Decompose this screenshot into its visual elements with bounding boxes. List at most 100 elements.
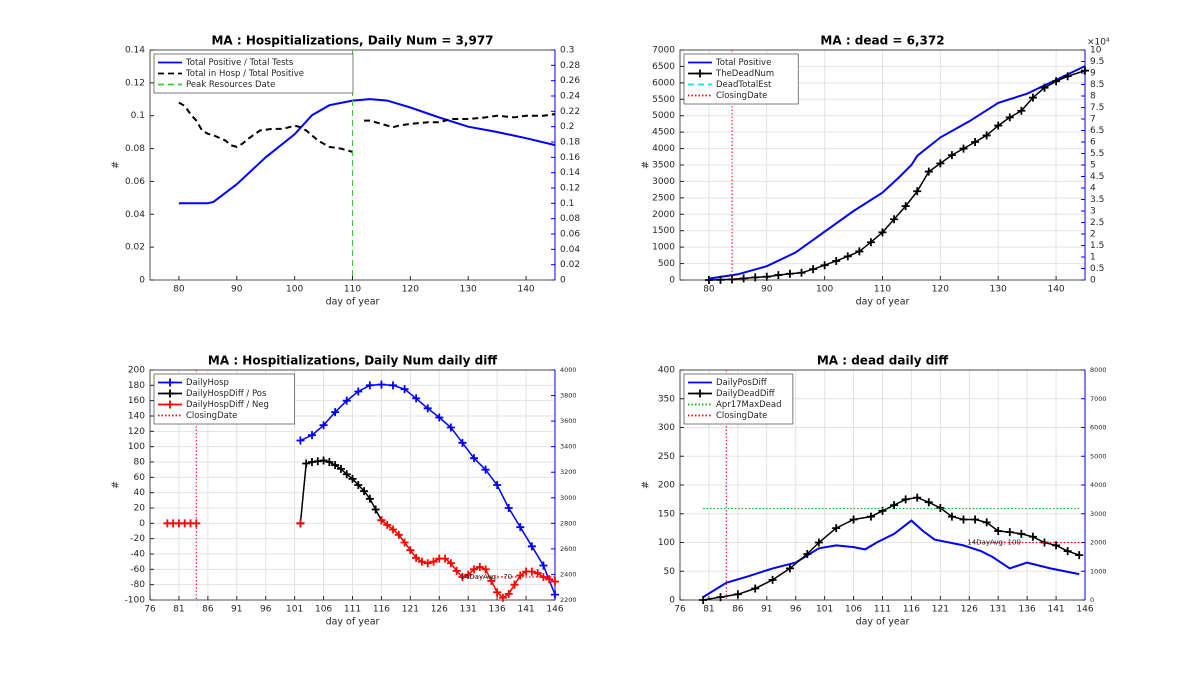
x-tick-label: 110 xyxy=(344,285,361,295)
marker xyxy=(336,464,345,473)
y-tick-label: 40 xyxy=(134,488,146,498)
marker xyxy=(470,565,478,574)
chart-title: MA : Hospitializations, Daily Num daily … xyxy=(208,354,497,368)
y-axis-label: # xyxy=(111,161,122,169)
marker xyxy=(971,515,980,524)
marker xyxy=(924,498,933,507)
x-tick-label: 91 xyxy=(231,605,242,615)
y-tick-label: -60 xyxy=(130,565,145,575)
legend-label: DailyHospDiff / Neg xyxy=(186,400,269,410)
y-tick-label: 140 xyxy=(128,412,145,422)
marker xyxy=(855,247,864,256)
legend-label: DailyPosDiff xyxy=(716,378,768,388)
marker xyxy=(423,559,432,568)
legend: DailyPosDiffDailyDeadDiffApr17MaxDeadClo… xyxy=(683,373,794,425)
y-tick-label: 1500 xyxy=(652,226,675,236)
marker xyxy=(809,265,818,274)
x-tick-label: 90 xyxy=(761,285,773,295)
marker xyxy=(1081,66,1089,75)
x-tick-label: 91 xyxy=(761,605,772,615)
y2-tick-label: 2.5 xyxy=(1090,218,1104,228)
y2-tick-label: 0.3 xyxy=(560,46,574,56)
y-tick-label: 6000 xyxy=(652,78,675,88)
marker xyxy=(377,380,386,389)
marker xyxy=(400,385,409,394)
marker xyxy=(971,138,980,146)
x-tick-label: 80 xyxy=(173,285,185,295)
marker xyxy=(516,523,525,532)
marker xyxy=(360,487,369,496)
x-tick-label: 76 xyxy=(674,605,686,615)
legend-label: TheDeadNum xyxy=(715,69,774,79)
y-tick-label: 100 xyxy=(658,538,675,548)
y2-tick-label: 5 xyxy=(1090,161,1096,171)
marker xyxy=(533,569,542,578)
legend-label: Peak Resources Date xyxy=(186,80,275,90)
marker xyxy=(441,554,450,563)
y2-tick-label: 2 xyxy=(1090,230,1096,240)
chart-title: MA : Hospitializations, Daily Num = 3,97… xyxy=(211,34,493,48)
annotation: 14DayAvg: -70 xyxy=(460,573,512,581)
x-tick-label: 136 xyxy=(489,605,506,615)
legend-label: DailyHosp xyxy=(186,378,229,388)
marker xyxy=(510,580,519,589)
marker xyxy=(797,268,806,277)
y2-tick-label: 7000 xyxy=(1090,395,1107,403)
y-tick-label: 0 xyxy=(139,519,145,529)
marker xyxy=(832,256,841,265)
x-axis-label: day of year xyxy=(326,617,380,628)
marker xyxy=(493,481,502,489)
marker xyxy=(423,404,432,413)
x-tick-label: 76 xyxy=(144,605,156,615)
y-tick-label: 5500 xyxy=(652,95,675,105)
marker xyxy=(1052,77,1061,86)
marker xyxy=(504,504,513,512)
x-tick-label: 86 xyxy=(732,605,744,615)
y-tick-label: 120 xyxy=(128,427,145,437)
marker xyxy=(296,436,305,445)
y2-tick-label: 0.14 xyxy=(560,168,580,178)
marker xyxy=(1075,551,1084,560)
marker xyxy=(551,577,559,586)
marker xyxy=(768,575,777,584)
marker xyxy=(762,272,771,281)
y2-tick-label: 0.16 xyxy=(560,153,580,163)
y2-tick-label: 4000 xyxy=(1090,481,1107,489)
y2-tick-label: 7.5 xyxy=(1090,103,1104,113)
y2-tick-label: 10 xyxy=(1090,46,1102,56)
marker xyxy=(901,202,910,211)
y-tick-label: 50 xyxy=(664,567,676,577)
y2-tick-label: 0 xyxy=(1090,596,1094,604)
y2-tick-label: 0 xyxy=(560,276,566,286)
marker xyxy=(1005,528,1014,537)
y-tick-label: 3000 xyxy=(652,177,675,187)
y2-tick-label: 3000 xyxy=(560,494,577,502)
marker xyxy=(166,378,174,387)
y2-tick-label: 4 xyxy=(1090,184,1096,194)
x-tick-label: 81 xyxy=(173,605,184,615)
marker xyxy=(331,461,340,470)
x-tick-label: 106 xyxy=(315,605,332,615)
y-tick-label: 0 xyxy=(669,276,675,286)
marker xyxy=(959,515,968,524)
marker xyxy=(1017,106,1026,115)
marker xyxy=(994,121,1003,130)
marker xyxy=(325,458,334,466)
y2-tick-label: 6000 xyxy=(1090,424,1107,432)
legend-label: ClosingDate xyxy=(716,91,767,101)
y2-tick-label: 0.24 xyxy=(560,92,580,102)
y-axis-label: # xyxy=(641,481,652,489)
marker xyxy=(751,273,760,282)
marker xyxy=(458,438,467,447)
marker xyxy=(354,481,363,489)
marker xyxy=(890,501,899,510)
x-tick-label: 130 xyxy=(990,285,1007,295)
marker xyxy=(365,381,374,390)
x-tick-label: 136 xyxy=(1019,605,1036,615)
y2-tick-label: 9 xyxy=(1090,69,1096,79)
marker xyxy=(342,470,351,479)
series-line xyxy=(708,65,1086,280)
x-tick-label: 121 xyxy=(932,605,949,615)
marker xyxy=(406,546,415,555)
y-tick-label: 180 xyxy=(128,381,145,391)
